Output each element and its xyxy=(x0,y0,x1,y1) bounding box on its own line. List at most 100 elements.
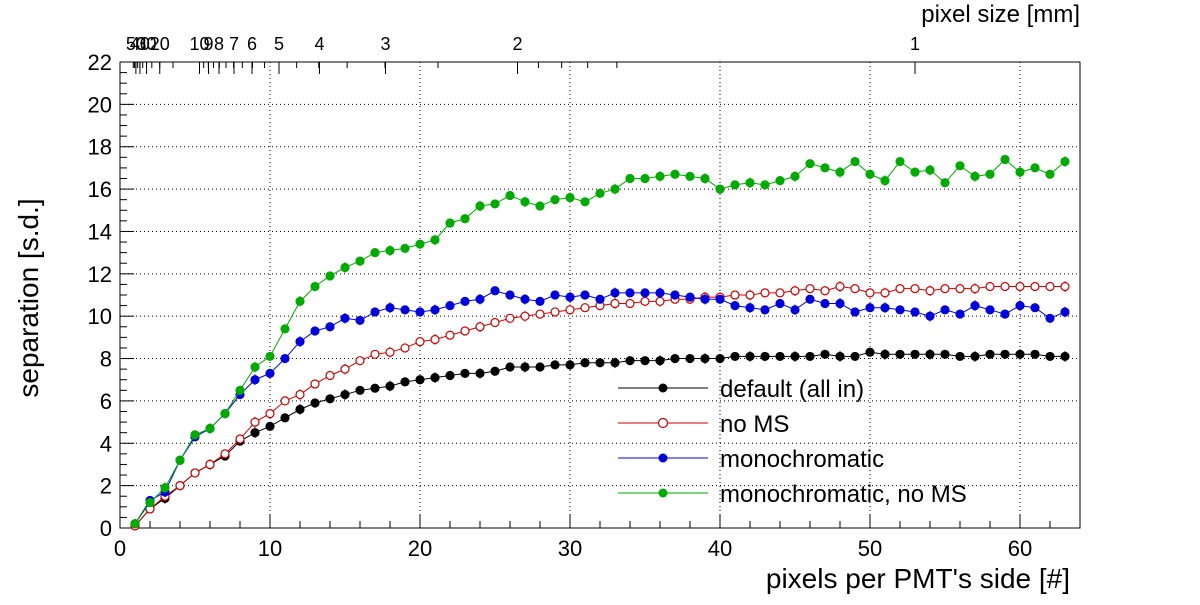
data-point xyxy=(730,180,740,190)
data-point xyxy=(595,188,605,198)
series-line xyxy=(134,158,1066,525)
legend-item: monochromatic, no MS xyxy=(618,481,967,508)
data-point xyxy=(880,288,890,298)
data-point xyxy=(955,309,965,319)
data-point xyxy=(265,351,275,362)
data-point xyxy=(385,303,395,313)
data-point xyxy=(1045,281,1055,292)
data-point xyxy=(1000,154,1010,165)
data-point xyxy=(325,322,335,332)
data-point xyxy=(355,256,365,266)
y-tick-label: 22 xyxy=(88,50,112,75)
data-point xyxy=(865,288,875,298)
legend-label: default (all in) xyxy=(720,376,864,403)
data-point xyxy=(940,305,950,315)
data-point xyxy=(895,305,905,315)
data-point xyxy=(400,343,410,353)
data-point xyxy=(790,171,800,181)
data-point xyxy=(670,169,680,179)
data-point xyxy=(385,381,395,391)
data-point xyxy=(535,201,545,211)
data-point xyxy=(280,324,290,334)
data-point xyxy=(835,351,845,362)
y-tick-label: 20 xyxy=(88,92,112,117)
data-point xyxy=(580,303,590,313)
data-point xyxy=(610,358,620,368)
data-point xyxy=(1000,309,1010,319)
data-point xyxy=(1000,281,1010,292)
data-point xyxy=(1060,351,1070,362)
data-point xyxy=(790,286,800,296)
data-point xyxy=(775,298,785,309)
data-point xyxy=(985,281,995,292)
secondary-axis-title: pixel size [mm] xyxy=(921,1,1080,28)
data-point xyxy=(520,362,530,372)
data-point xyxy=(895,156,905,167)
data-point xyxy=(550,307,560,317)
data-point xyxy=(460,368,470,378)
data-point xyxy=(790,305,800,315)
top-tick-label: 1 xyxy=(910,34,920,54)
data-point xyxy=(925,286,935,296)
data-point xyxy=(685,292,695,302)
legend-label: monochromatic, no MS xyxy=(720,481,967,508)
data-point xyxy=(595,294,605,304)
legend-label: no MS xyxy=(720,411,789,438)
y-tick-label: 0 xyxy=(100,516,112,541)
data-point xyxy=(340,262,350,273)
y-tick-label: 4 xyxy=(100,431,112,456)
data-point xyxy=(490,366,500,376)
data-point xyxy=(520,311,530,321)
data-point xyxy=(160,483,170,493)
data-point xyxy=(910,167,920,177)
data-point xyxy=(295,296,305,306)
data-point xyxy=(850,156,860,167)
legend-item: no MS xyxy=(618,411,789,438)
data-point xyxy=(385,245,395,256)
data-point xyxy=(865,303,875,313)
data-point xyxy=(685,171,695,181)
data-point xyxy=(640,288,650,298)
series-0 xyxy=(130,347,1070,531)
data-point xyxy=(550,290,560,300)
data-point xyxy=(970,300,980,311)
data-point xyxy=(985,349,995,359)
data-point xyxy=(730,290,740,300)
data-point xyxy=(1045,313,1055,323)
data-point xyxy=(1030,349,1040,359)
data-point xyxy=(1015,167,1025,177)
data-point xyxy=(1045,169,1055,179)
x-tick-label: 60 xyxy=(1008,536,1032,561)
legend-marker xyxy=(658,383,668,393)
data-point xyxy=(475,368,485,378)
data-point xyxy=(925,165,935,175)
data-point xyxy=(460,214,470,224)
data-point xyxy=(265,421,275,431)
data-point xyxy=(250,428,260,438)
data-point xyxy=(475,201,485,211)
data-point xyxy=(1030,303,1040,313)
data-point xyxy=(895,349,905,359)
data-point xyxy=(940,349,950,359)
x-axis-title: pixels per PMT's side [#] xyxy=(766,563,1070,594)
data-point xyxy=(310,379,320,389)
data-point xyxy=(250,362,260,372)
data-point xyxy=(730,351,740,362)
data-point xyxy=(430,305,440,315)
data-point xyxy=(805,351,815,362)
data-point xyxy=(760,288,770,298)
data-point xyxy=(625,356,635,366)
data-point xyxy=(580,358,590,368)
data-point xyxy=(490,199,500,209)
data-point xyxy=(955,351,965,362)
data-point xyxy=(925,349,935,359)
data-point xyxy=(490,286,500,296)
data-point xyxy=(550,195,560,205)
data-point xyxy=(475,322,485,332)
x-tick-label: 0 xyxy=(114,536,126,561)
data-point xyxy=(250,375,260,385)
y-tick-label: 16 xyxy=(88,177,112,202)
data-point xyxy=(325,370,335,381)
data-point xyxy=(535,309,545,319)
data-point xyxy=(595,358,605,368)
